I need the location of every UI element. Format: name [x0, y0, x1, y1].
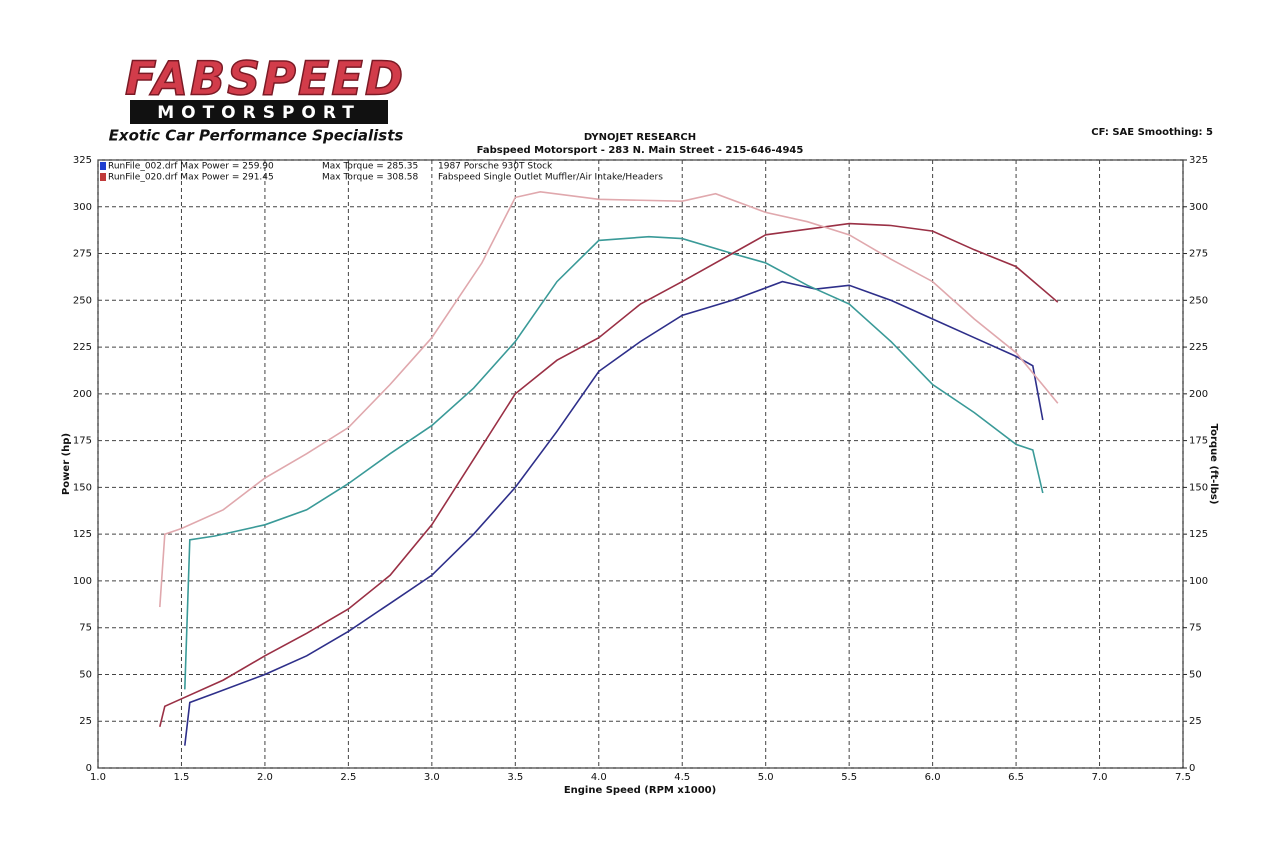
x-tick-label: 3.5 — [507, 772, 523, 783]
y-tick-label: 125 — [73, 529, 92, 540]
x-tick-label: 1.0 — [90, 772, 106, 783]
y2-axis-label: Torque (ft-lbs) — [1208, 424, 1219, 505]
header-title: DYNOJET RESEARCH — [584, 132, 696, 143]
x-tick-label: 7.5 — [1175, 772, 1191, 783]
x-tick-label: 4.0 — [591, 772, 607, 783]
y-tick-label: 150 — [73, 482, 92, 493]
y-tick-label: 225 — [73, 342, 92, 353]
legend-swatch — [100, 162, 106, 170]
x-tick-label: 6.0 — [925, 772, 941, 783]
x-tick-label: 2.5 — [340, 772, 356, 783]
y-tick-label: 25 — [79, 716, 92, 727]
legend-note: 1987 Porsche 930T Stock — [438, 162, 553, 172]
series-line — [184, 235, 1044, 690]
y2-tick-label: 100 — [1189, 576, 1208, 587]
y-tick-label: 200 — [73, 389, 92, 400]
x-tick-label: 5.5 — [841, 772, 857, 783]
y2-tick-label: 0 — [1189, 763, 1195, 774]
header-subtitle: Fabspeed Motorsport - 283 N. Main Street… — [477, 145, 804, 156]
x-tick-label: 5.0 — [758, 772, 774, 783]
series-line — [159, 190, 1059, 608]
y-tick-label: 325 — [73, 155, 92, 166]
x-tick-label: 7.0 — [1092, 772, 1108, 783]
y-tick-label: 275 — [73, 249, 92, 260]
y-tick-label: 50 — [79, 669, 92, 680]
x-tick-label: 4.5 — [674, 772, 690, 783]
header-settings: CF: SAE Smoothing: 5 — [1091, 127, 1213, 138]
y2-tick-label: 325 — [1189, 155, 1208, 166]
legend-torque: Max Torque = 308.58 — [322, 173, 418, 183]
series-line — [184, 280, 1044, 746]
logo-bar — [130, 100, 388, 124]
logo-sub: MOTORSPORT — [157, 103, 361, 123]
legend-swatch — [100, 173, 106, 181]
logo-tagline: Exotic Car Performance Specialists — [109, 127, 404, 145]
y2-tick-label: 225 — [1189, 342, 1208, 353]
legend-torque: Max Torque = 285.35 — [322, 162, 418, 172]
y-tick-label: 250 — [73, 295, 92, 306]
y2-tick-label: 25 — [1189, 716, 1202, 727]
y-tick-label: 75 — [79, 623, 92, 634]
y2-tick-label: 75 — [1189, 623, 1202, 634]
y2-tick-label: 125 — [1189, 529, 1208, 540]
y-tick-label: 100 — [73, 576, 92, 587]
x-tick-label: 6.5 — [1008, 772, 1024, 783]
legend-note: Fabspeed Single Outlet Muffler/Air Intak… — [438, 173, 663, 183]
y2-tick-label: 175 — [1189, 436, 1208, 447]
series-line — [159, 222, 1059, 727]
x-tick-label: 3.0 — [424, 772, 440, 783]
y2-tick-label: 250 — [1189, 295, 1208, 306]
x-tick-label: 1.5 — [174, 772, 190, 783]
logo-brand: FABSPEED — [125, 52, 405, 106]
y2-tick-label: 300 — [1189, 202, 1208, 213]
legend-file: RunFile_002.drf Max Power = 259.90 — [108, 162, 274, 172]
y-tick-label: 175 — [73, 436, 92, 447]
x-axis-label: Engine Speed (RPM x1000) — [564, 785, 716, 796]
y2-tick-label: 50 — [1189, 669, 1202, 680]
y-tick-label: 300 — [73, 202, 92, 213]
y-tick-label: 0 — [86, 763, 92, 774]
x-tick-label: 2.0 — [257, 772, 273, 783]
y2-tick-label: 275 — [1189, 249, 1208, 260]
legend-file: RunFile_020.drf Max Power = 291.45 — [108, 173, 274, 183]
y-axis-label: Power (hp) — [61, 433, 72, 495]
y2-tick-label: 200 — [1189, 389, 1208, 400]
y2-tick-label: 150 — [1189, 482, 1208, 493]
